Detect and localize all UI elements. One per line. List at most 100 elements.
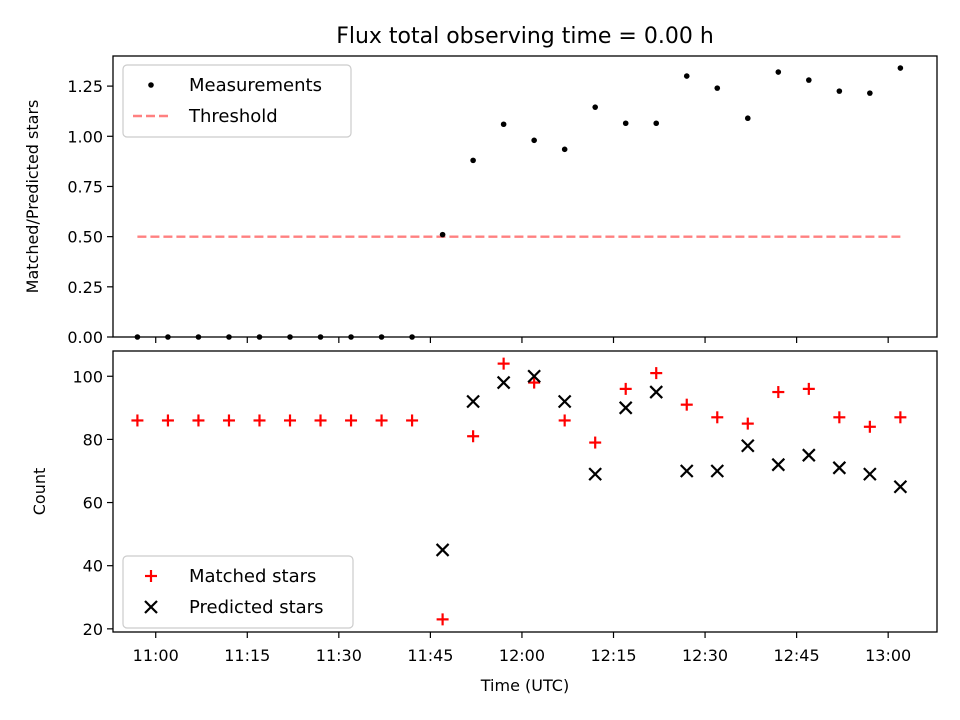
bottom-y-axis-label: Count: [30, 468, 49, 516]
predicted-star-point: [832, 461, 847, 475]
legend-box: [122, 64, 352, 138]
predicted-star-point-b: [679, 464, 694, 478]
matched-star-point: [802, 382, 815, 395]
measurement-point: [561, 146, 568, 153]
bottom-x-tick-label: 11:00: [133, 646, 179, 665]
bottom-x-tick-label: 11:30: [316, 646, 362, 665]
predicted-star-point-b: [771, 457, 786, 472]
matched-star-point: [345, 414, 358, 427]
measurement-point: [744, 115, 751, 122]
matched-star-point: [833, 411, 846, 424]
predicted-star-point-b: [863, 467, 877, 481]
measurement-point: [714, 85, 721, 91]
matched-star-point: [467, 430, 480, 443]
matched-star-point: [253, 414, 266, 427]
measurement-point: [806, 77, 812, 83]
legend-marker: [145, 570, 157, 582]
matched-star-point: [741, 417, 754, 430]
predicted-star-point-b: [832, 461, 847, 475]
measurement-point: [653, 120, 660, 127]
predicted-star-point: [527, 369, 541, 384]
bottom-x-tick-label: 12:15: [590, 646, 636, 665]
predicted-star-point: [863, 467, 877, 481]
legend-label: Measurements: [189, 75, 322, 96]
predicted-star-point: [802, 448, 816, 462]
predicted-star-point: [741, 438, 755, 453]
predicted-star-point-b: [466, 394, 480, 409]
bottom-x-tick-label: 12:00: [499, 646, 545, 665]
top-y-tick-label: 0.25: [67, 278, 103, 297]
top-axes-frame: [112, 55, 938, 338]
matched-star-point: [375, 414, 388, 427]
measurement-point: [500, 121, 507, 128]
matched-star-point: [497, 357, 510, 370]
predicted-star-point-b: [435, 543, 450, 557]
matched-star-point: [406, 414, 419, 427]
predicted-star-point: [679, 464, 694, 478]
predicted-star-point-b: [618, 401, 633, 415]
predicted-star-point-b: [588, 467, 602, 481]
bottom-panel: 20 40 60 80 100 11:00 11:15 11:30 11:45 12:00 12:1…: [30, 350, 938, 695]
matched-star-point: [161, 414, 174, 427]
predicted-star-point: [588, 467, 602, 481]
bottom-y-tick-label: 60: [83, 494, 103, 513]
bottom-y-tick-label: 100: [72, 367, 103, 386]
predicted-star-point: [771, 457, 786, 472]
predicted-star-point: [557, 394, 572, 409]
top-legend: Measurements Threshold: [122, 64, 352, 138]
predicted-star-point: [618, 401, 633, 415]
matched-star-point: [772, 386, 785, 399]
bottom-legend: Matched stars Predicted stars: [122, 555, 354, 629]
matched-star-point: [314, 414, 327, 427]
measurement-point: [867, 90, 873, 96]
legend-label: Predicted stars: [189, 597, 323, 618]
predicted-star-point-b: [649, 385, 664, 399]
matched-star-point: [558, 414, 571, 427]
matched-star-point: [894, 411, 907, 424]
measurement-point: [775, 69, 782, 75]
top-panel: 0.00 0.25 0.50 0.75 1.00 1.25 Matched/Predicte…: [23, 55, 938, 347]
predicted-star-point-b: [496, 375, 511, 390]
predicted-star-point-b: [893, 479, 908, 494]
legend-box: [122, 555, 354, 629]
matched-star-point: [222, 414, 235, 427]
matched-star-point: [680, 398, 693, 411]
legend-marker: [144, 600, 158, 614]
bottom-x-tick-label: 11:45: [407, 646, 453, 665]
matched-star-point: [650, 367, 663, 380]
predicted-star-point-b: [710, 464, 725, 478]
measurement-point: [439, 231, 446, 238]
predicted-star-point-b: [802, 448, 816, 462]
top-y-tick-label: 1.25: [67, 77, 103, 96]
measurement-point: [531, 137, 537, 144]
bottom-x-tick-label: 12:45: [774, 646, 820, 665]
top-y-tick-label: 0.50: [67, 228, 103, 247]
predicted-star-point: [466, 394, 480, 409]
predicted-star-point-b: [557, 394, 572, 409]
bottom-x-tick-label: 13:00: [865, 646, 911, 665]
matched-star-point: [131, 414, 144, 427]
matched-star-point: [619, 382, 632, 395]
matched-star-point: [436, 613, 449, 626]
chart-title: Flux total observing time = 0.00 h: [336, 24, 714, 49]
bottom-x-tick-label: 11:15: [224, 646, 270, 665]
measurement-point: [470, 157, 476, 164]
bottom-y-tick-label: 80: [83, 430, 103, 449]
measurement-point: [836, 88, 843, 94]
bottom-y-tick-label: 40: [83, 557, 103, 576]
legend-label: Threshold: [188, 106, 278, 127]
matched-star-point: [711, 411, 724, 424]
matched-star-point: [863, 420, 876, 433]
predicted-star-point: [649, 385, 664, 399]
predicted-star-point: [496, 375, 511, 390]
predicted-star-point-b: [527, 369, 541, 384]
bottom-y-tick-label: 20: [83, 620, 103, 639]
legend-marker-b: [144, 600, 158, 614]
matched-star-point: [192, 414, 205, 427]
bottom-x-axis-label: Time (UTC): [480, 676, 569, 695]
top-y-axis-label: Matched/Predicted stars: [23, 100, 42, 294]
legend-label: Matched stars: [189, 566, 316, 587]
predicted-star-point: [710, 464, 725, 478]
bottom-x-tick-label: 12:30: [682, 646, 728, 665]
